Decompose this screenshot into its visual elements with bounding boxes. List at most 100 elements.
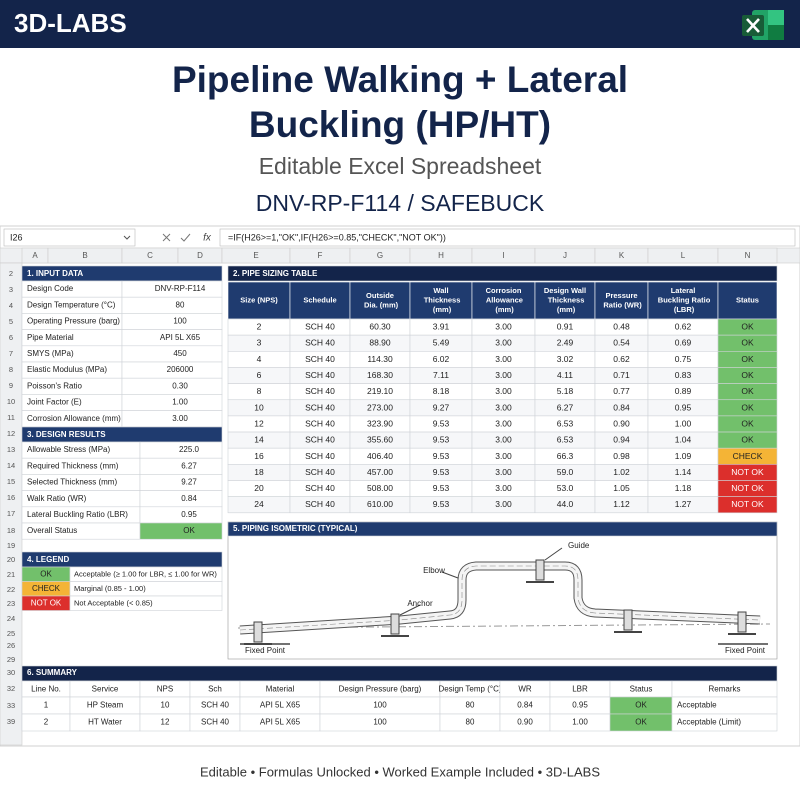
table-cell: 3.00 — [495, 322, 512, 332]
legend-text: Marginal (0.85 - 1.00) — [74, 584, 146, 593]
row-number: 14 — [7, 461, 15, 470]
row-number: 21 — [7, 570, 15, 579]
table-cell: SCH 40 — [305, 354, 335, 364]
table-cell: 60.30 — [369, 322, 391, 332]
row-number: 33 — [7, 701, 15, 710]
status-cell: OK — [741, 435, 754, 445]
cell — [139, 522, 223, 540]
header-text: Schedule — [303, 295, 336, 304]
header-text: Pressure Ratio (WR) — [601, 291, 642, 310]
row-number: 20 — [7, 555, 15, 564]
status-cell: OK — [741, 418, 754, 428]
legend-label: OK — [40, 570, 52, 579]
table-cell: 1.18 — [675, 483, 692, 493]
section-header — [227, 521, 778, 537]
summary-cell: API 5L X65 — [260, 718, 301, 727]
cell — [121, 313, 223, 330]
row-number: 15 — [7, 477, 15, 486]
table-cell: 6.53 — [557, 435, 574, 445]
section-title: 4. LEGEND — [27, 555, 69, 564]
value-cell: 1.00 — [172, 398, 188, 407]
value-cell: 80 — [176, 300, 185, 309]
row-number: 8 — [9, 365, 13, 374]
section-title: 2. PIPE SIZING TABLE — [233, 269, 318, 278]
value-cell: 0.95 — [181, 510, 197, 519]
table-cell: 3.91 — [433, 322, 450, 332]
label-cell: Pipe Material — [27, 333, 74, 342]
legend-text: Acceptable (≥ 1.00 for LBR, ≤ 1.00 for W… — [74, 569, 217, 578]
summary-cell: 0.84 — [517, 701, 533, 710]
support — [390, 613, 400, 635]
summary-header: Material — [266, 685, 295, 694]
cell — [671, 713, 778, 732]
subtitle: Editable Excel Spreadsheet — [259, 153, 542, 179]
legend-label: CHECK — [32, 584, 61, 593]
label-cell: Poisson's Ratio — [27, 381, 82, 390]
section-header — [227, 265, 778, 282]
value-cell: 0.84 — [181, 494, 197, 503]
table-cell: 44.0 — [557, 499, 574, 509]
iso-label: Fixed Point — [245, 646, 286, 655]
support — [623, 609, 633, 631]
column-letter: A — [32, 251, 38, 260]
label-cell: Joint Factor (E) — [27, 398, 82, 407]
table-cell: 16 — [254, 451, 264, 461]
support — [737, 611, 747, 633]
column-letter: G — [377, 251, 383, 260]
summary-cell: 100 — [373, 718, 387, 727]
table-cell: SCH 40 — [305, 370, 335, 380]
column-letter: D — [197, 251, 203, 260]
cell — [121, 296, 223, 314]
table-cell: 9.53 — [433, 483, 450, 493]
table-cell: 7.11 — [433, 370, 449, 380]
formula-text: =IF(H26>=1,"OK",IF(H26>=0.85,"CHECK","NO… — [228, 232, 446, 242]
row-number: 10 — [7, 397, 15, 406]
value-cell: API 5L X65 — [160, 333, 201, 342]
value-cell: 206000 — [167, 365, 194, 374]
table-cell: 3.00 — [495, 451, 512, 461]
value-cell: 450 — [173, 349, 187, 358]
summary-cell: HP Steam — [87, 701, 124, 710]
table-cell: 0.62 — [675, 322, 692, 332]
row-number: 16 — [7, 493, 15, 502]
cell — [69, 595, 223, 611]
label-cell: Overall Status — [27, 526, 77, 535]
fx-label: fx — [203, 233, 212, 244]
table-cell: 0.77 — [613, 386, 630, 396]
centerline — [237, 623, 771, 629]
column-letter: F — [318, 251, 323, 260]
column-letter: B — [82, 251, 87, 260]
table-cell: SCH 40 — [305, 435, 335, 445]
table-cell: 323.90 — [367, 418, 393, 428]
table-cell: 3.00 — [495, 402, 512, 412]
summary-cell: OK — [635, 718, 647, 727]
row-number: 9 — [9, 381, 13, 390]
summary-header: Status — [630, 685, 653, 694]
table-cell: 1.27 — [675, 499, 692, 509]
table-cell: 0.89 — [675, 386, 692, 396]
section-title: 6. SUMMARY — [27, 668, 78, 677]
summary-cell: SCH 40 — [201, 701, 230, 710]
table-cell: 0.69 — [675, 338, 692, 348]
label-cell: Required Thickness (mm) — [27, 461, 119, 470]
row-number: 2 — [9, 269, 13, 278]
header-text: Design Wall Thickness (mm) — [544, 286, 586, 314]
label-cell: Operating Pressure (barg) — [27, 317, 120, 326]
table-cell: 9.53 — [433, 418, 450, 428]
table-cell: 610.00 — [367, 499, 393, 509]
table-cell: 4.11 — [557, 370, 573, 380]
table-cell: 20 — [254, 483, 264, 493]
column-letter: C — [147, 251, 153, 260]
table-cell: 0.94 — [613, 435, 630, 445]
name-box-text: I26 — [10, 232, 23, 242]
table-cell: 0.62 — [613, 354, 630, 364]
column-letter: N — [745, 251, 751, 260]
table-cell: 0.84 — [613, 402, 630, 412]
row-number: 6 — [9, 333, 13, 342]
row-number: 32 — [7, 684, 15, 693]
table-header — [534, 281, 596, 320]
summary-header: NPS — [157, 685, 173, 694]
status-cell: CHECK — [733, 451, 763, 461]
status-cell: NOT OK — [731, 467, 764, 477]
iso-label: Fixed Point — [725, 646, 766, 655]
